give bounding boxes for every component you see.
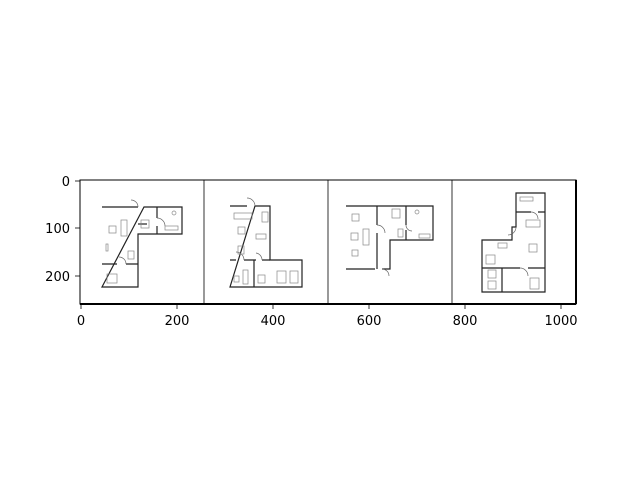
floor-plan-1 [101, 199, 183, 288]
x-tick-label: 600 [357, 314, 382, 329]
y-tick-label: 0 [62, 175, 70, 190]
x-tick-label: 1000 [544, 314, 577, 329]
x-tick-label: 400 [261, 314, 286, 329]
x-tick-label: 800 [453, 314, 478, 329]
floor-plan-4 [481, 192, 546, 293]
floor-plan-2 [229, 197, 303, 288]
x-axis: 0 200 400 600 800 1000 [77, 304, 578, 329]
y-tick-label: 200 [45, 270, 70, 285]
y-tick-label: 100 [45, 222, 70, 237]
image-panel [79, 179, 577, 305]
x-tick-label: 0 [77, 314, 85, 329]
y-axis: 0 100 200 [45, 175, 80, 285]
x-tick-label: 200 [165, 314, 190, 329]
floor-plan-3 [346, 205, 434, 277]
